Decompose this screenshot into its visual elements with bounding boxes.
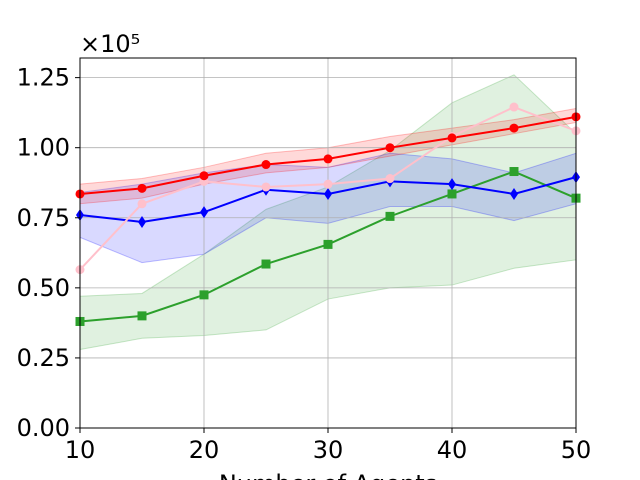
y-tick-label: 0.00	[17, 414, 70, 442]
data-point	[137, 311, 147, 321]
x-tick-label: 10	[65, 436, 96, 464]
y-tick-label: 0.75	[17, 204, 70, 232]
data-point	[323, 239, 333, 249]
data-point	[385, 143, 395, 153]
y-tick-label: 1.00	[17, 134, 70, 162]
data-point	[137, 183, 147, 193]
data-point	[200, 206, 208, 219]
data-point	[323, 154, 333, 164]
data-point	[199, 171, 209, 181]
data-point	[323, 179, 333, 189]
x-tick-label: 30	[313, 436, 344, 464]
axis-ticks: 10 20 30 40 50 0.00 0.25 0.50 0.75 1.00 1.25	[17, 64, 592, 464]
x-tick-label: 40	[437, 436, 468, 464]
y-tick-label: 0.25	[17, 344, 70, 372]
data-point	[385, 174, 395, 184]
data-point	[509, 123, 519, 133]
data-point	[447, 133, 457, 143]
scale-label: ×10⁵	[80, 30, 140, 58]
data-point	[448, 178, 456, 191]
data-point	[447, 189, 457, 199]
data-point	[510, 187, 518, 200]
data-point	[385, 211, 395, 221]
data-point	[509, 102, 519, 112]
data-point	[137, 199, 147, 209]
data-point	[138, 215, 146, 228]
data-point	[261, 259, 271, 269]
data-point	[261, 182, 271, 192]
data-point	[324, 187, 332, 200]
data-point	[509, 167, 519, 177]
data-point	[261, 160, 271, 170]
x-tick-label: 50	[561, 436, 592, 464]
y-tick-label: 1.25	[17, 64, 70, 92]
data-point	[199, 290, 209, 300]
y-tick-label: 0.50	[17, 274, 70, 302]
x-tick-label: 20	[189, 436, 220, 464]
x-axis-label: Number of Agents	[219, 470, 437, 480]
